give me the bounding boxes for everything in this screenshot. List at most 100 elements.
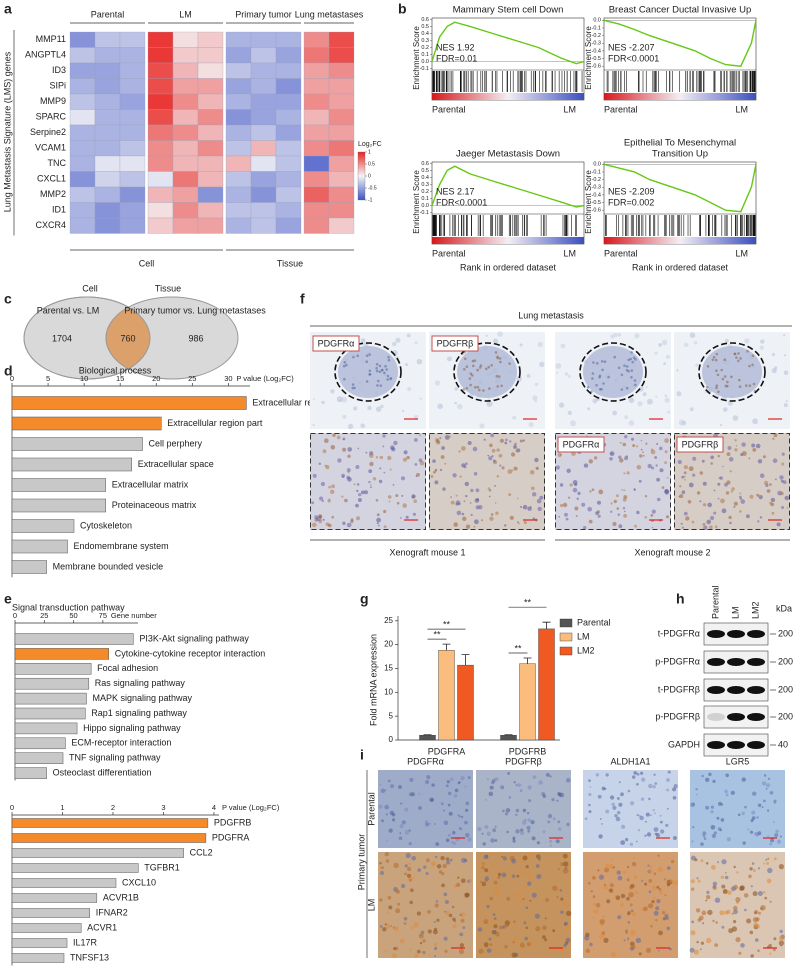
- marker-label: 200: [778, 711, 793, 721]
- cell: [448, 913, 453, 918]
- annotation: FDR<0.0001: [608, 53, 659, 63]
- micrograph: [310, 433, 426, 530]
- cell: [486, 948, 492, 953]
- cell: [771, 352, 776, 357]
- cell: [507, 469, 513, 474]
- cell: [588, 810, 592, 814]
- y-tick-label: 0.0: [593, 162, 601, 168]
- panel-label: c: [4, 291, 12, 307]
- cell: [486, 831, 491, 836]
- cell: [752, 869, 756, 872]
- cell: [312, 473, 317, 478]
- cell: [500, 384, 503, 388]
- cell: [383, 471, 386, 474]
- cell: [380, 788, 386, 793]
- cell: [770, 497, 776, 503]
- cell: [422, 939, 426, 943]
- cell: [464, 481, 469, 487]
- cell: [777, 490, 783, 496]
- cell: [691, 887, 695, 891]
- cell: [535, 466, 539, 470]
- cell: [445, 857, 450, 861]
- cell: [360, 338, 366, 343]
- cell: [752, 791, 757, 796]
- venn-outline: [23, 296, 151, 380]
- cell: [728, 515, 732, 520]
- x-tick-label: 25: [188, 374, 196, 383]
- cell: [441, 446, 445, 450]
- legend-label: LM2: [577, 645, 595, 655]
- annotation: NES 2.17: [436, 186, 475, 196]
- cell: [470, 488, 474, 493]
- cell: [564, 921, 569, 926]
- cell: [495, 931, 500, 937]
- cell: [723, 407, 728, 412]
- cell: [409, 878, 412, 882]
- cell: [760, 339, 765, 344]
- cell: [347, 454, 351, 458]
- cell: [387, 355, 390, 359]
- cell: [606, 899, 611, 904]
- cell: [614, 814, 618, 818]
- cell: [341, 475, 345, 478]
- x-axis-label: P value (Log₂FC): [222, 803, 280, 812]
- cell: [386, 378, 389, 381]
- cell: [532, 395, 538, 401]
- cell: [505, 438, 508, 442]
- cell: [549, 775, 552, 778]
- x-end-label: Parental: [432, 248, 466, 258]
- y-tick-label: 0.6: [421, 161, 429, 167]
- cell: [661, 339, 668, 346]
- cell: [713, 511, 717, 515]
- cell: [523, 818, 527, 822]
- bar: [14, 737, 66, 750]
- cell: [612, 521, 617, 527]
- cell: [559, 792, 564, 798]
- cell: [732, 415, 739, 421]
- cell: [321, 499, 324, 503]
- cell: [613, 333, 618, 338]
- x-tick-label: 3: [161, 803, 165, 812]
- heatmap-cell: [69, 124, 96, 141]
- cell: [496, 448, 500, 452]
- cell: [638, 829, 641, 832]
- y-tick-label: 0.2: [421, 45, 429, 51]
- cell: [390, 445, 395, 450]
- cell: [470, 513, 473, 517]
- panel-label: a: [4, 1, 12, 17]
- cell: [684, 475, 686, 478]
- heatmap-cell: [197, 155, 224, 172]
- cell: [650, 814, 652, 817]
- cell: [385, 859, 390, 863]
- cell: [459, 475, 462, 478]
- cell: [630, 930, 636, 936]
- cell: [634, 333, 640, 339]
- blot-row-label: t-PDGFRβ: [658, 684, 700, 694]
- cell: [710, 515, 715, 521]
- heatmap-cell: [69, 62, 96, 79]
- cell: [494, 839, 498, 842]
- cell: [717, 497, 720, 500]
- cell: [628, 420, 635, 426]
- cell: [522, 439, 525, 442]
- cell: [616, 797, 620, 800]
- cell: [351, 383, 355, 386]
- bar: [11, 416, 162, 431]
- cell: [749, 830, 754, 834]
- cell: [473, 386, 477, 389]
- x-end-label: LM: [563, 104, 576, 114]
- cell: [383, 525, 387, 529]
- cell: [784, 495, 790, 501]
- cell: [687, 500, 692, 504]
- cell: [654, 351, 658, 355]
- cell: [379, 384, 383, 388]
- heatmap-cell: [119, 186, 146, 203]
- cell: [476, 385, 480, 389]
- panel-label: b: [398, 1, 407, 17]
- cell: [445, 784, 449, 788]
- cell: [342, 521, 346, 525]
- cell: [757, 520, 760, 523]
- row-group-label: Primary tumor: [356, 834, 366, 891]
- rank-gradient-bar: [432, 93, 584, 100]
- cell: [536, 841, 541, 845]
